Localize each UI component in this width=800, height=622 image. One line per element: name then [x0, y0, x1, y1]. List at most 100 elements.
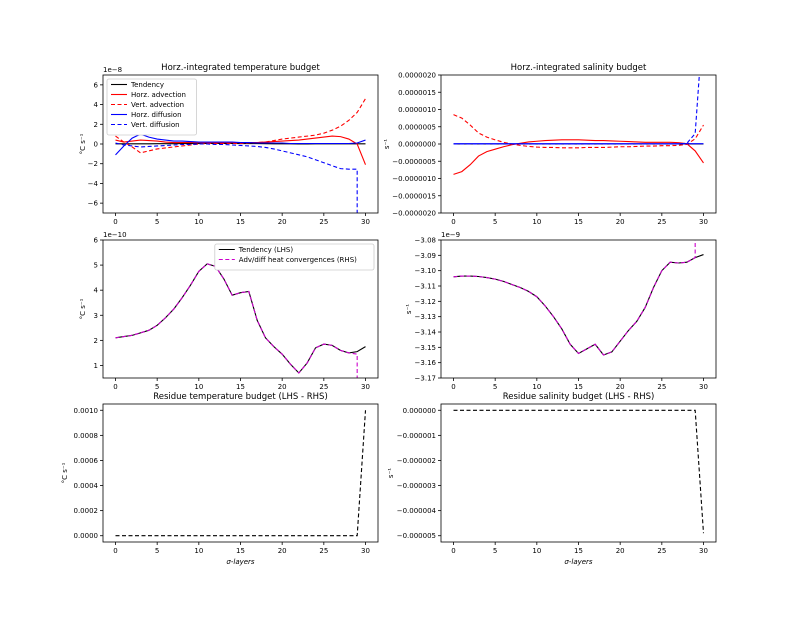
series-line-vert-diffusion [453, 75, 700, 145]
y-tick-label: −3.13 [415, 313, 436, 321]
x-tick-label: 25 [657, 547, 666, 555]
chart-title: Horz.-integrated salinity budget [511, 63, 647, 73]
y-axis-label: °C s⁻¹ [61, 462, 69, 483]
chart-title: Residue temperature budget (LHS - RHS) [153, 392, 328, 402]
x-tick-label: 25 [657, 218, 666, 226]
series-line-vert-advection [453, 114, 704, 149]
y-tick-label: −3.15 [415, 344, 436, 352]
y-tick-label: 1 [94, 362, 98, 370]
y-tick-label: −4 [88, 180, 99, 188]
series-group [453, 409, 705, 534]
x-tick-label: 30 [361, 383, 370, 391]
series-line-vert-advection [115, 98, 366, 154]
series-line-tendency-lhs- [115, 263, 366, 374]
panel-temp-residue: 0 5 10 15 20 25 30 0.0000 0.0002 0.0004 0.0006 0.00… [61, 392, 379, 566]
axes-frame [440, 403, 717, 543]
y-tick-label: −3.11 [415, 283, 436, 291]
y-tick-label: 0.0000 [74, 532, 99, 540]
y-tick-label: −3.16 [415, 359, 437, 367]
y-tick-label: 0.000000 [403, 407, 436, 415]
series-line-horz-advection [453, 139, 704, 175]
legend-box [106, 78, 197, 136]
x-tick-label: 0 [113, 383, 117, 391]
x-tick-label: 10 [532, 383, 541, 391]
series-group [115, 98, 367, 213]
y-tick-label: 6 [94, 81, 99, 89]
y-tick-label: 2 [94, 121, 98, 129]
x-tick-label: 0 [113, 547, 117, 555]
axes-frame [102, 403, 379, 543]
y-tick-label: −3.14 [415, 329, 437, 337]
legend-entry-label: Adv/diff heat convergences (RHS) [239, 256, 357, 264]
chart-title: Residue salinity budget (LHS - RHS) [503, 392, 655, 402]
y-tick-label: 0.0008 [74, 432, 99, 440]
panel-salt-tendency-compare: 0 5 10 15 20 25 30 −3.17 −3.16 −3.15 −3.14 −3.13 −3.… [405, 231, 717, 391]
x-tick-label: 10 [194, 218, 203, 226]
axis-offset-text: 1e−10 [103, 231, 127, 239]
x-tick-label: 15 [236, 547, 245, 555]
y-tick-label: 2 [94, 337, 98, 345]
panel-salt-budget-terms: 0 5 10 15 20 25 30 −0.0000020 −0.0000015 −0.00000… [383, 63, 717, 226]
x-tick-label: 20 [278, 547, 287, 555]
x-tick-label: 15 [236, 383, 245, 391]
y-tick-label: 0 [94, 141, 98, 149]
y-tick-label: 3 [94, 312, 98, 320]
x-tick-label: 15 [236, 218, 245, 226]
y-tick-label: 0.0000020 [398, 72, 436, 80]
panel-salt-residue: 0 5 10 15 20 25 30 −0.000005 −0.000004 −0.000003 −… [387, 392, 717, 566]
chart-title: Horz.-integrated temperature budget [161, 63, 320, 73]
panel-temp-budget-terms: 0 5 10 15 20 25 30 −6 −4 −2 0 2 4 6 1e−8 Horz.-integrat… [79, 63, 379, 226]
x-tick-label: 5 [155, 218, 159, 226]
y-tick-label: −0.0000005 [392, 158, 436, 166]
series-group [115, 263, 366, 378]
x-tick-label: 30 [361, 218, 370, 226]
y-tick-label: −3.09 [415, 252, 436, 260]
axes-frame [440, 239, 717, 379]
series-group [115, 410, 367, 537]
y-tick-label: −0.000005 [397, 532, 436, 540]
series-group [453, 75, 704, 175]
axis-offset-text: 1e−9 [441, 231, 460, 239]
x-tick-label: 30 [699, 547, 708, 555]
y-axis-label: s⁻¹ [387, 468, 395, 478]
y-tick-label: −0.0000020 [392, 210, 436, 218]
x-tick-label: 5 [493, 383, 497, 391]
x-tick-label: 20 [616, 383, 625, 391]
x-axis-label: σ-layers [226, 558, 255, 566]
y-tick-label: −0.000004 [397, 507, 437, 515]
x-tick-label: 15 [574, 383, 583, 391]
x-tick-label: 25 [319, 218, 328, 226]
y-tick-label: −0.000002 [397, 457, 436, 465]
legend-entry-label: Horz. advection [131, 91, 186, 99]
x-tick-label: 25 [319, 383, 328, 391]
x-tick-label: 20 [616, 547, 625, 555]
legend-entry-label: Vert. advection [131, 101, 184, 109]
y-tick-label: −0.0000010 [392, 175, 436, 183]
x-tick-label: 0 [451, 383, 455, 391]
y-tick-label: 5 [94, 262, 98, 270]
x-tick-label: 10 [194, 547, 203, 555]
x-tick-label: 0 [451, 218, 455, 226]
y-tick-label: −3.10 [415, 267, 436, 275]
x-tick-label: 0 [451, 547, 455, 555]
y-tick-label: 4 [94, 287, 99, 295]
y-tick-label: 0.0000005 [398, 123, 436, 131]
series-line-adv-diff-heat-convergences-rhs- [453, 240, 696, 356]
x-tick-label: 30 [699, 218, 708, 226]
x-tick-label: 10 [532, 547, 541, 555]
y-tick-label: −2 [88, 160, 98, 168]
x-tick-label: 30 [361, 547, 370, 555]
axis-offset-text: 1e−8 [103, 66, 122, 74]
legend-entry-label: Tendency (LHS) [238, 246, 294, 254]
y-tick-label: −3.17 [415, 375, 436, 383]
x-tick-label: 25 [657, 383, 666, 391]
y-tick-label: −0.000003 [397, 482, 436, 490]
x-tick-label: 10 [194, 383, 203, 391]
x-tick-label: 25 [319, 547, 328, 555]
series-line-vert-diffusion [115, 142, 358, 213]
y-tick-label: 0.0006 [74, 457, 99, 465]
y-axis-label: s⁻¹ [405, 304, 413, 314]
y-tick-label: 0.0000015 [398, 89, 436, 97]
y-tick-label: 6 [94, 237, 99, 245]
x-tick-label: 20 [278, 218, 287, 226]
